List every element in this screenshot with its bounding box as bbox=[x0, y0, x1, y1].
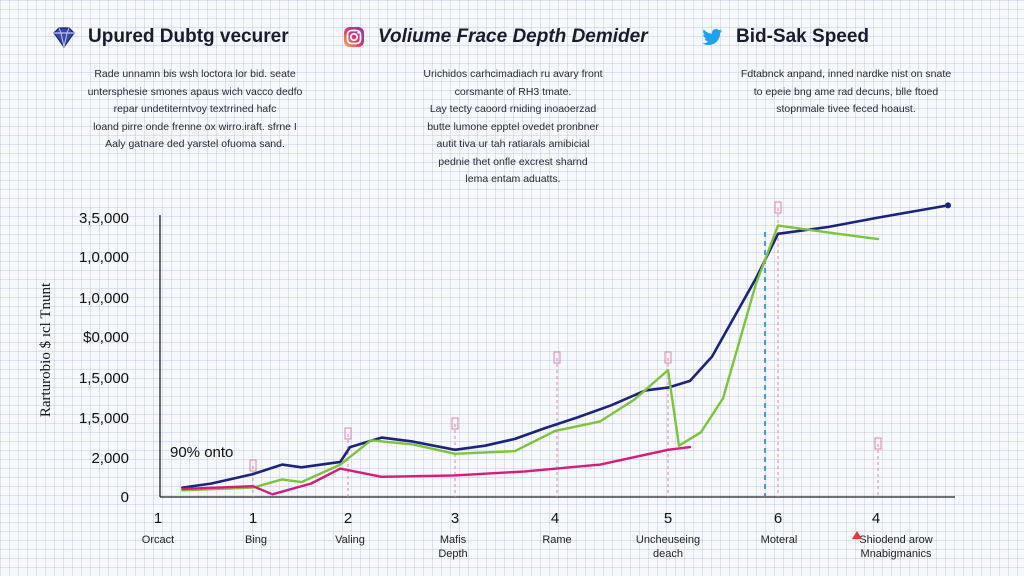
reference-marker bbox=[774, 201, 782, 214]
x-category-label: Rame bbox=[542, 534, 571, 546]
y-tick-label: 1,0,000 bbox=[79, 290, 129, 307]
x-category-label: Valing bbox=[335, 534, 365, 546]
y-tick-label: 1,0,000 bbox=[79, 249, 129, 266]
y-axis-label: Rarturobio $ ıcl Tnunt bbox=[38, 282, 54, 417]
x-category-label: Shiodend arow Mnabigmanics bbox=[859, 534, 932, 560]
series-line-1 bbox=[181, 204, 950, 489]
instagram-icon bbox=[344, 27, 364, 47]
header-item-3: Bid-Sak Speed bbox=[700, 22, 869, 52]
description-3: Fdtabnck anpand, inned nardke nist on sn… bbox=[740, 68, 952, 115]
x-category-label: Bing bbox=[245, 534, 267, 546]
x-tick-label: 4 bbox=[872, 510, 880, 527]
header-item-1: Upured Dubtg vecurer bbox=[52, 22, 289, 52]
reference-marker bbox=[664, 351, 672, 364]
reference-marker bbox=[344, 427, 352, 440]
y-tick-label: 1,5,000 bbox=[79, 410, 129, 427]
y-tick-label: 3,5,000 bbox=[79, 210, 129, 227]
description-2: Urichidos carhcimadiach ru avary front c… bbox=[423, 68, 603, 185]
y-tick-label: 1,5,000 bbox=[79, 370, 129, 387]
twitter-bird-icon bbox=[702, 28, 723, 45]
header-item-3-label: Bid-Sak Speed bbox=[736, 26, 870, 47]
x-tick-label: 5 bbox=[664, 510, 672, 527]
header-item-2-label: Voliume Frace Depth Demider bbox=[378, 26, 648, 47]
description-1: Rade unnamn bis wsh loctora lor bid. sea… bbox=[87, 68, 303, 150]
reference-marker bbox=[451, 417, 459, 430]
x-tick-label: 6 bbox=[774, 510, 782, 527]
gem-logo-icon bbox=[53, 27, 75, 49]
x-tick-label: 4 bbox=[551, 510, 559, 527]
y-tick-label: $0,000 bbox=[83, 329, 129, 346]
series-line-2 bbox=[181, 224, 880, 492]
x-tick-label: 3 bbox=[451, 510, 459, 527]
annotation-label: 90% onto bbox=[170, 444, 233, 461]
reference-marker bbox=[874, 437, 882, 450]
series-line-3 bbox=[181, 445, 692, 496]
x-category-label: Mafis Depth bbox=[438, 534, 467, 560]
x-tick-label: 2 bbox=[344, 510, 352, 527]
reference-marker bbox=[553, 351, 561, 364]
x-category-label: Orcact bbox=[142, 534, 174, 546]
red-triangle-icon bbox=[852, 531, 862, 539]
header-item-1-label: Upured Dubtg vecurer bbox=[88, 26, 289, 47]
x-tick-label: 1 bbox=[154, 510, 162, 527]
series-end-point bbox=[945, 202, 951, 209]
header-item-2: Voliume Frace Depth Demider bbox=[342, 22, 648, 52]
x-category-label: Moteral bbox=[761, 534, 798, 546]
reference-marker bbox=[249, 459, 257, 472]
y-tick-label: 2,000 bbox=[91, 450, 129, 467]
x-tick-label: 1 bbox=[249, 510, 257, 527]
x-category-label: Uncheuseing deach bbox=[636, 534, 700, 560]
y-tick-label: 0 bbox=[121, 489, 129, 506]
